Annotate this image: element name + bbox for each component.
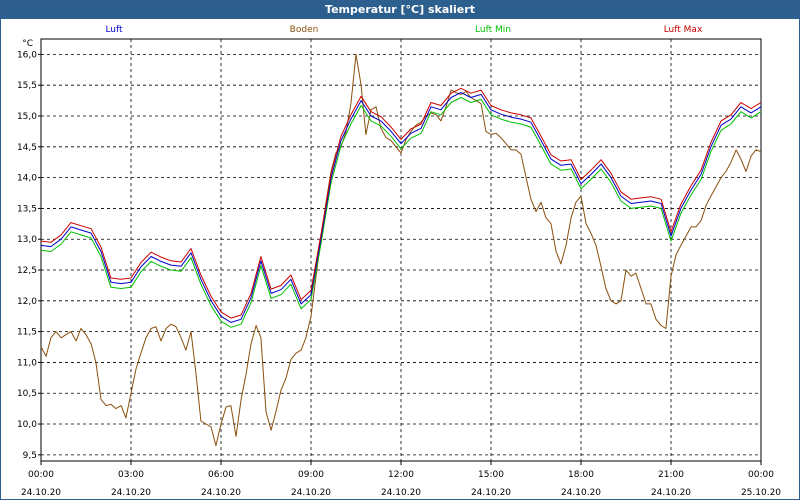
x-tick-label-date: 24.10.20 <box>201 488 241 498</box>
y-tick-label: 10,0 <box>17 420 37 430</box>
x-tick-label-date: 24.10.20 <box>561 488 601 498</box>
x-tick-label-time: 06:00 <box>208 470 234 480</box>
y-tick-label: 11,5 <box>17 328 37 338</box>
x-tick-label-date: 24.10.20 <box>111 488 151 498</box>
x-tick-label-time: 00:00 <box>28 470 54 480</box>
x-tick-label-date: 24.10.20 <box>651 488 691 498</box>
y-tick-label: 9,5 <box>23 451 37 461</box>
y-tick-label: 12,0 <box>17 297 37 307</box>
window-title: Temperatur [°C] skaliert <box>1 1 799 19</box>
x-tick-label-time: 09:00 <box>298 470 324 480</box>
series-line-boden <box>40 53 762 447</box>
y-tick-label: 16,0 <box>17 50 37 60</box>
y-tick-label: 11,0 <box>17 358 37 368</box>
x-tick-label-time: 15:00 <box>478 470 504 480</box>
x-tick-label-date: 24.10.20 <box>471 488 511 498</box>
y-tick-label: 13,0 <box>17 235 37 245</box>
y-tick-label: 12,5 <box>17 266 37 276</box>
series-line-luft-min <box>40 97 762 328</box>
y-tick-label: 10,5 <box>17 389 37 399</box>
x-tick-label-time: 00:00 <box>748 470 774 480</box>
temperature-chart: 9,5 10,0 10,5 11,0 11,5 12,0 12,5 13,0 13,5 14,0 1… <box>17 25 781 498</box>
legend-entry: Boden <box>290 25 319 35</box>
legend-entry: Luft Max <box>664 25 703 35</box>
x-tick-label-date: 24.10.20 <box>381 488 421 498</box>
y-tick-label: 15,0 <box>17 112 37 122</box>
series-line-luft-max <box>40 87 762 319</box>
x-tick-label-date: 25.10.20 <box>741 488 781 498</box>
x-tick-label-time: 21:00 <box>658 470 684 480</box>
y-axis-label: °C <box>22 39 33 49</box>
y-tick-label: 15,5 <box>17 81 37 91</box>
y-tick-label: 14,5 <box>17 143 37 153</box>
x-tick-label-time: 03:00 <box>118 470 144 480</box>
legend-entry: Luft <box>105 25 123 35</box>
series-line-luft <box>40 92 762 323</box>
legend-entry: Luft Min <box>475 25 511 35</box>
y-tick-label: 13,5 <box>17 204 37 214</box>
x-tick-label-time: 12:00 <box>388 470 414 480</box>
y-tick-label: 14,0 <box>17 174 37 184</box>
x-tick-label-time: 18:00 <box>568 470 594 480</box>
x-tick-label-date: 24.10.20 <box>21 488 61 498</box>
x-tick-label-date: 24.10.20 <box>291 488 331 498</box>
